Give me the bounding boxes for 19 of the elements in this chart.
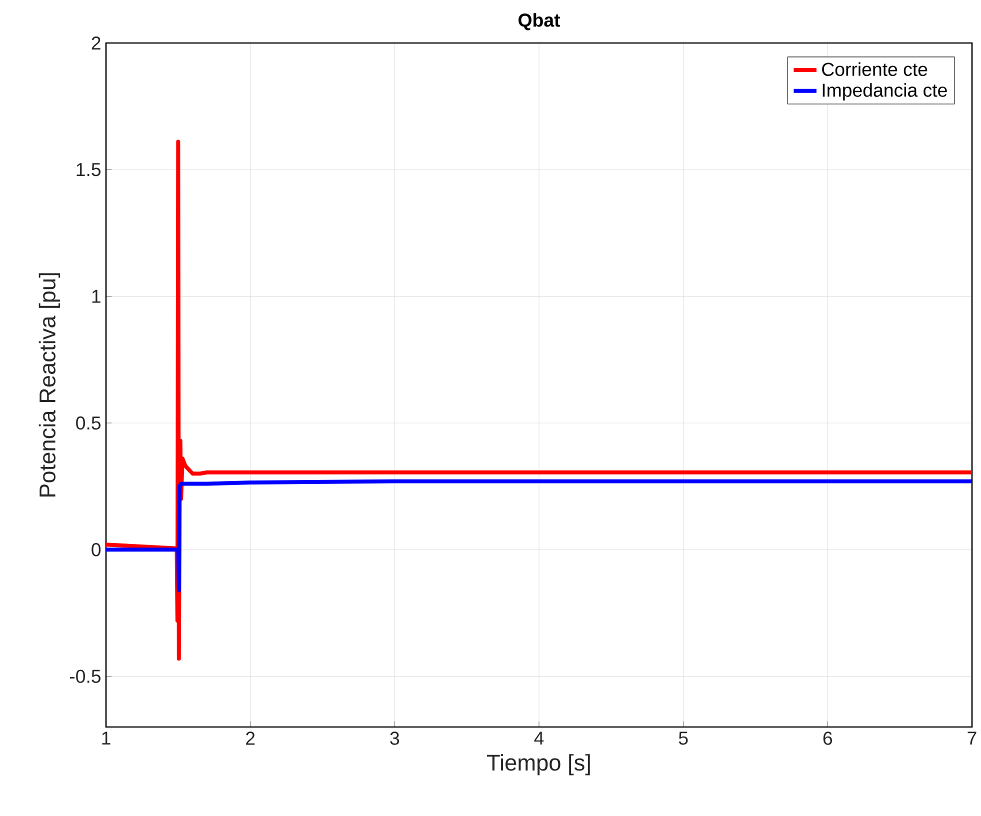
- x-tick-label: 2: [246, 732, 255, 745]
- x-tick-label: 6: [823, 732, 832, 745]
- chart-title: Qbat: [518, 13, 560, 30]
- y-tick-label: 0.5: [76, 416, 101, 430]
- x-axis-title: Tiempo [s]: [487, 754, 590, 776]
- legend-label: Impedancia cte: [822, 83, 947, 101]
- y-tick-label: 2: [92, 36, 100, 50]
- x-tick-label: 1: [102, 732, 110, 745]
- x-tick-label: 4: [534, 732, 544, 745]
- y-tick-label: 1: [92, 290, 100, 303]
- x-tick-label: 3: [390, 732, 400, 745]
- x-tick-label: 7: [968, 732, 976, 745]
- y-tick-label: 1.5: [76, 163, 101, 176]
- x-tick-label: 5: [678, 732, 688, 745]
- y-tick-label: 0: [92, 543, 101, 556]
- y-axis-title: Potencia Reactiva [pu]: [38, 273, 60, 497]
- y-tick-label: -0.5: [70, 670, 101, 683]
- line-series: [106, 479, 972, 592]
- legend-label: Corriente cte: [822, 62, 928, 76]
